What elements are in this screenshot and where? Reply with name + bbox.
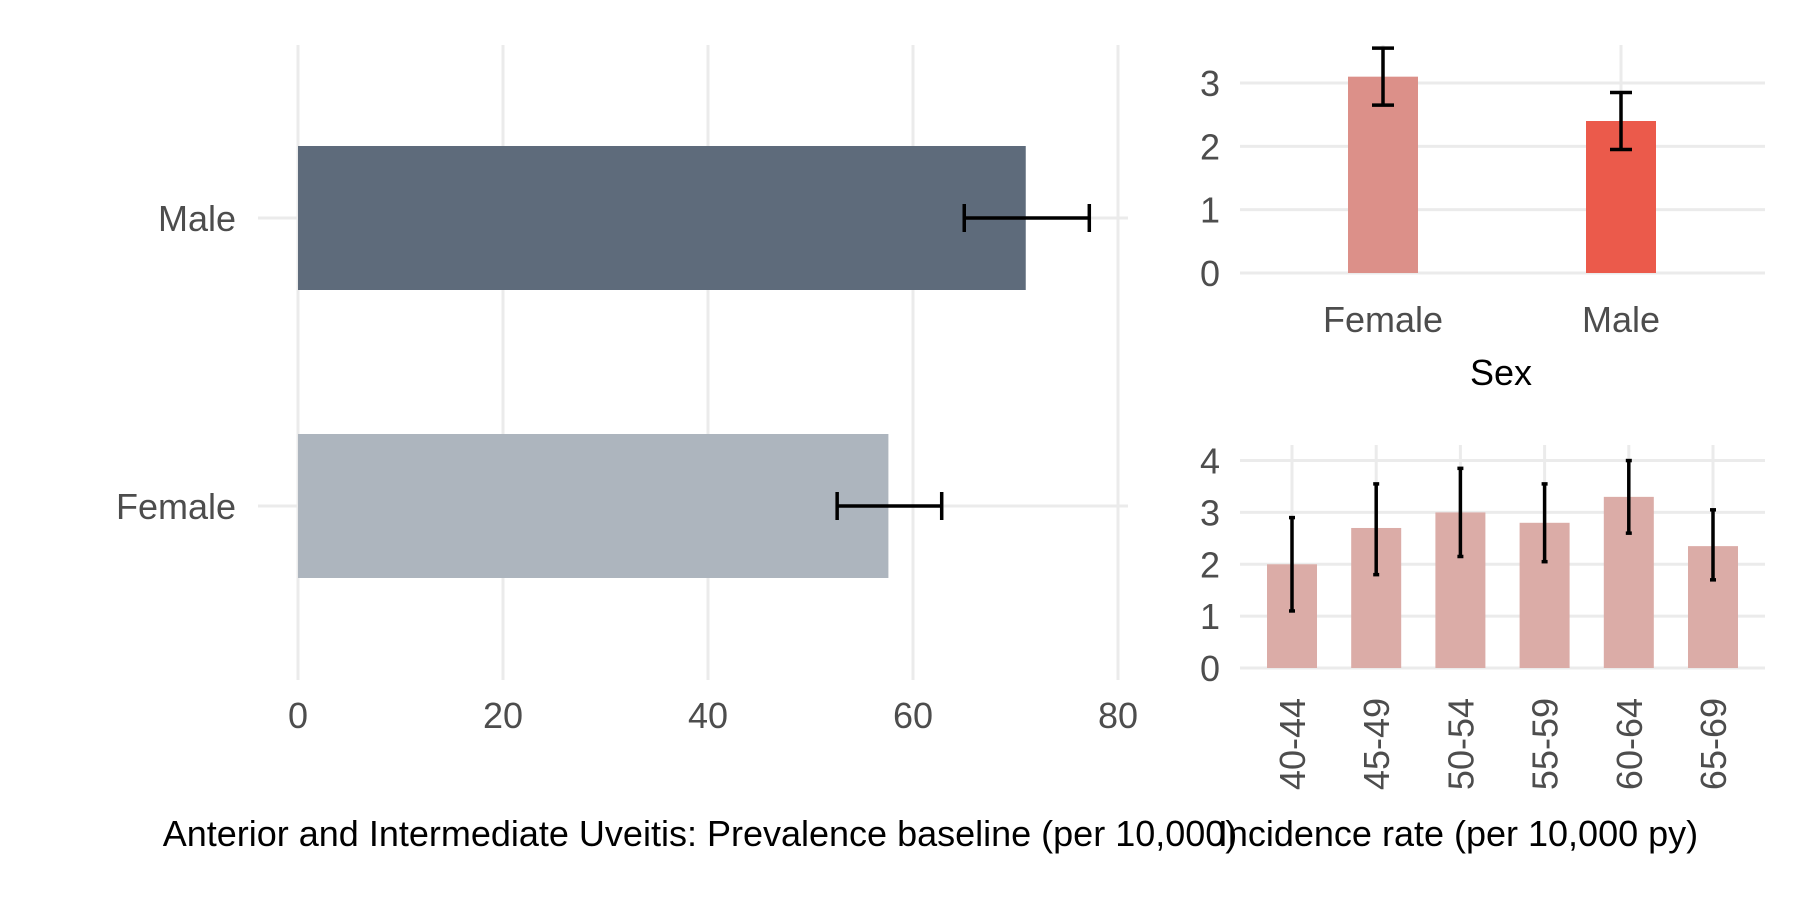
incidence-age-x-tick-label: 40-44 xyxy=(1272,698,1313,790)
prevalence-y-tick-label: Female xyxy=(116,486,236,527)
prevalence-x-tick-label: 40 xyxy=(688,695,728,736)
prevalence-x-tick-label: 80 xyxy=(1098,695,1138,736)
prevalence-panel: 0 20 40 60 80 Male Female xyxy=(116,45,1138,736)
incidence-age-x-tick-label: 60-64 xyxy=(1609,698,1650,790)
incidence-age-y-tick-label: 0 xyxy=(1200,648,1220,689)
prevalence-x-tick-label: 0 xyxy=(288,695,308,736)
incidence-sex-y-tick-label: 0 xyxy=(1200,253,1220,294)
incidence-age-x-axis-title: Incidence rate (per 10,000 py) xyxy=(1218,813,1698,854)
incidence-sex-panel: 0 1 2 3 Female Male xyxy=(1200,45,1765,340)
incidence-age-x-tick-label: 45-49 xyxy=(1356,698,1397,790)
incidence-age-y-tick-label: 2 xyxy=(1200,544,1220,585)
incidence-age-y-tick-label: 3 xyxy=(1200,492,1220,533)
incidence-age-panel: 0 1 2 3 4 40-44 45-49 50-54 55-59 60-64 65-69 xyxy=(1200,441,1765,790)
incidence-age-x-tick-label: 50-54 xyxy=(1440,698,1481,790)
prevalence-y-tick-label: Male xyxy=(158,198,236,239)
incidence-age-y-tick-label: 1 xyxy=(1200,596,1220,637)
incidence-sex-x-axis-title: Sex xyxy=(1470,352,1532,393)
prevalence-bar xyxy=(298,146,1026,290)
incidence-sex-y-tick-label: 1 xyxy=(1200,190,1220,231)
incidence-sex-bar xyxy=(1348,76,1418,274)
incidence-age-y-tick-label: 4 xyxy=(1200,441,1220,482)
prevalence-x-axis-title: Anterior and Intermediate Uveitis: Preva… xyxy=(163,813,1238,854)
incidence-sex-y-tick-label: 3 xyxy=(1200,63,1220,104)
incidence-sex-x-tick-label: Male xyxy=(1582,299,1660,340)
prevalence-x-tick-label: 20 xyxy=(483,695,523,736)
incidence-age-x-tick-label: 55-59 xyxy=(1525,698,1566,790)
prevalence-bar xyxy=(298,434,889,578)
prevalence-x-tick-label: 60 xyxy=(893,695,933,736)
incidence-age-x-tick-label: 65-69 xyxy=(1693,698,1734,790)
incidence-sex-x-tick-label: Female xyxy=(1323,299,1443,340)
incidence-sex-y-tick-label: 2 xyxy=(1200,126,1220,167)
